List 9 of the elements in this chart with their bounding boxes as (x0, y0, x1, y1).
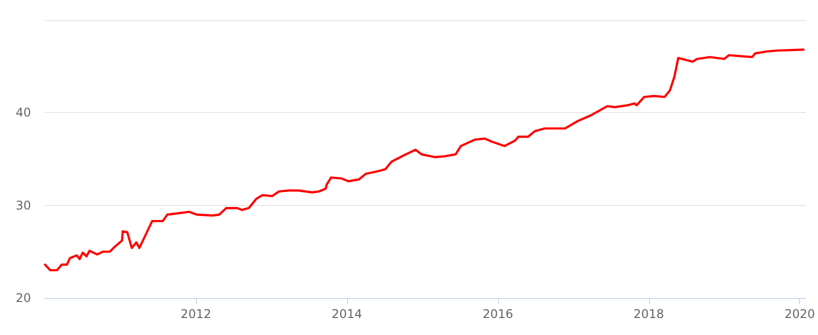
x-tick-label: 2020 (784, 307, 816, 321)
line-series (44, 48, 805, 272)
x-tick-label: 2012 (180, 307, 212, 321)
y-tick-label: 30 (16, 198, 31, 212)
x-tick-label: 2016 (482, 307, 514, 321)
x-tick-label: 2014 (332, 307, 362, 321)
y-tick-label: 40 (16, 106, 31, 120)
x-tick-label: 2018 (634, 307, 664, 321)
y-tick-label: 20 (16, 291, 31, 305)
